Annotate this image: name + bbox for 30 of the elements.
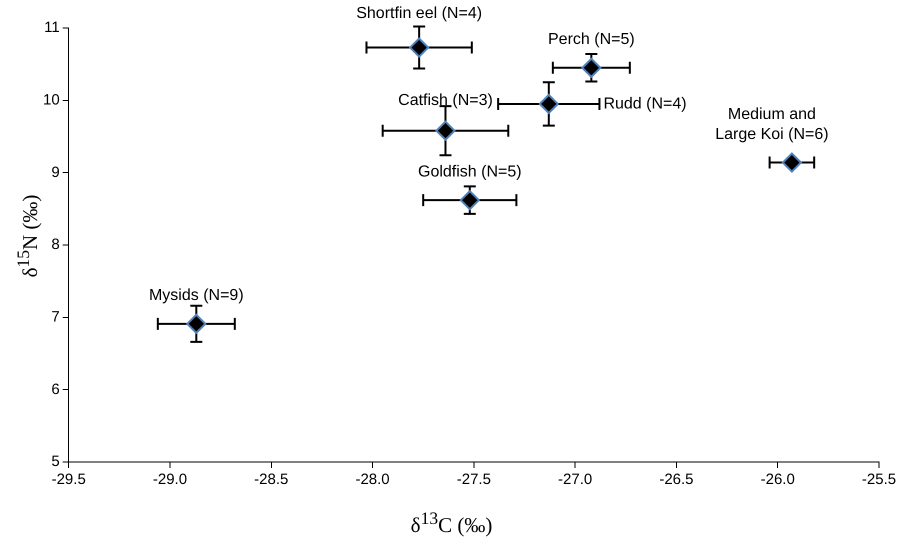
x-tick-label: -27.5 — [456, 471, 491, 488]
x-tick-label: -29.0 — [152, 471, 188, 488]
point — [538, 94, 559, 114]
point — [581, 58, 602, 78]
x-tick-label: -28.5 — [254, 471, 288, 488]
x-tick-label: -28.0 — [355, 471, 390, 488]
annotation: Goldfish (N=5) — [418, 164, 522, 181]
annotation: Perch (N=5) — [548, 31, 635, 48]
point — [409, 38, 430, 58]
annotation: Mysids (N=9) — [148, 287, 244, 304]
x-tick-label: -25.5 — [862, 471, 896, 488]
annotation: Shortfin eel (N=4) — [356, 4, 482, 22]
y-tick-label: 11 — [44, 19, 60, 36]
annotation: Medium and Large Koi (N=6) — [715, 106, 829, 143]
y-tick-label: 9 — [51, 164, 60, 181]
y-tick-label: 5 — [51, 453, 60, 470]
point — [186, 314, 206, 334]
x-tick-label: -27.0 — [558, 471, 592, 488]
x-tick-label: -26.5 — [659, 471, 694, 488]
x-axis-title: δ$^{13}$C (‰) — [410, 508, 494, 538]
y-tick-label: 10 — [42, 91, 60, 108]
annotation: Rudd (N=4) — [603, 95, 687, 112]
y-tick-label: 8 — [51, 236, 60, 254]
point — [435, 120, 456, 141]
annotation: Catfish (N=3) — [398, 92, 493, 110]
y-tick-label: 7 — [51, 308, 60, 326]
point — [460, 190, 480, 210]
x-tick-label: -29.5 — [52, 471, 86, 488]
x-tick-label: -26.0 — [760, 471, 795, 488]
y-tick-label: 6 — [51, 380, 60, 398]
